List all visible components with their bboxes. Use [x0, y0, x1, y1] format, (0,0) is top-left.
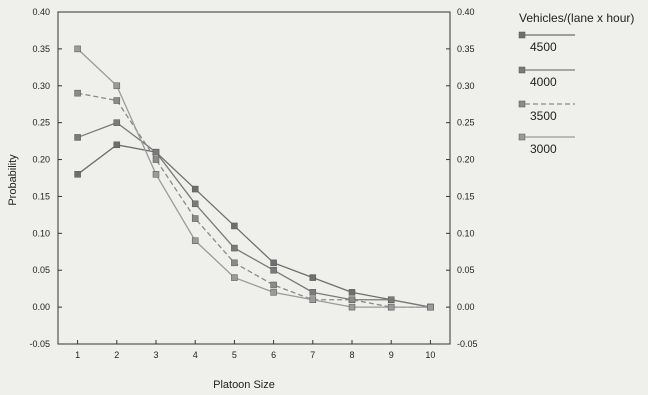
data-point: [74, 45, 81, 53]
y-tick-label-left: 0.20: [32, 155, 50, 165]
legend-marker: [518, 100, 526, 108]
legend: Vehicles/(lane x hour) 4500 4000 3500 3000: [518, 11, 634, 156]
y-tick-label-left: 0.15: [32, 191, 50, 201]
data-point: [74, 134, 81, 141]
x-tick-label: 2: [114, 350, 119, 360]
data-point: [191, 200, 199, 208]
data-point: [231, 222, 238, 230]
axes-layer: -0.05 -0.05 0.00 0.00 0.05 0.05 0.10 0.10 0.15 0.…: [29, 7, 477, 360]
series-3500: [74, 89, 434, 311]
data-point: [152, 171, 160, 178]
x-tick-label: 10: [425, 350, 435, 360]
data-point: [348, 303, 356, 311]
data-point: [309, 296, 317, 303]
y-tick-label-left: 0.10: [32, 228, 50, 238]
x-tick-label: 8: [349, 350, 354, 360]
legend-label: 4000: [530, 75, 557, 89]
y-tick-label-right: 0.15: [457, 191, 475, 201]
data-point: [113, 97, 121, 104]
legend-entry-3500: 3500: [518, 100, 575, 123]
data-point: [270, 259, 277, 267]
data-point: [191, 185, 199, 193]
data-point: [348, 289, 356, 296]
series-line-4500: [77, 144, 431, 308]
legend-label: 4500: [530, 40, 557, 54]
data-point: [270, 266, 277, 274]
data-point: [113, 141, 121, 149]
y-tick-label-right: 0.25: [457, 118, 475, 128]
y-tick-label-right: 0.40: [457, 7, 475, 17]
y-tick-label-right: 0.10: [457, 228, 475, 238]
data-point: [231, 259, 238, 267]
data-point: [74, 89, 81, 97]
x-axis-title: Platoon Size: [213, 379, 275, 391]
series-4000: [74, 119, 434, 311]
y-tick-label-right: 0.20: [457, 155, 475, 165]
series-line-4000: [77, 121, 431, 308]
x-tick-label: 1: [75, 350, 80, 360]
data-point: [231, 244, 238, 252]
legend-entry-3000: 3000: [518, 133, 575, 156]
legend-marker: [518, 133, 526, 141]
legend-entry-4500: 4500: [518, 31, 575, 54]
x-tick-label: 6: [271, 350, 276, 360]
x-tick-label: 4: [193, 350, 198, 360]
data-point: [309, 274, 317, 281]
data-point: [113, 82, 121, 90]
series-line-3000: [77, 48, 431, 308]
data-point: [152, 156, 160, 163]
legend-marker: [518, 66, 526, 74]
y-tick-label-right: 0.35: [457, 44, 475, 54]
legend-entry-4000: 4000: [518, 66, 575, 89]
series-3000: [74, 45, 434, 311]
data-point: [387, 296, 395, 303]
x-tick-label: 3: [153, 350, 158, 360]
data-point: [348, 296, 356, 303]
x-tick-label: 9: [389, 350, 394, 360]
data-point: [74, 171, 81, 178]
y-tick-label-left: 0.30: [32, 81, 50, 91]
legend-label: 3500: [530, 109, 557, 123]
data-point: [231, 274, 238, 281]
plot-frame: [57, 11, 451, 345]
y-tick-label-left: 0.35: [32, 44, 50, 54]
data-point: [113, 119, 121, 126]
series-layer: [74, 45, 434, 311]
legend-label: 3000: [530, 142, 557, 156]
data-point: [270, 289, 277, 296]
x-tick-label: 5: [232, 350, 237, 360]
y-tick-label-left: 0.05: [32, 265, 50, 275]
y-tick-label-right: 0.00: [457, 302, 475, 312]
data-point: [152, 148, 160, 156]
y-axis-title: Probability: [7, 154, 19, 206]
data-point: [270, 281, 277, 289]
data-point: [427, 303, 434, 311]
legend-title: Vehicles/(lane x hour): [519, 11, 634, 25]
data-point: [387, 303, 395, 311]
data-point: [191, 215, 199, 222]
series-line-3500: [77, 92, 431, 308]
y-tick-label-left: -0.05: [29, 339, 50, 349]
legend-marker: [518, 31, 526, 39]
y-tick-label-left: 0.40: [32, 7, 50, 17]
y-tick-label-right: 0.05: [457, 265, 475, 275]
y-tick-label-left: 0.00: [32, 302, 50, 312]
y-tick-label-left: 0.25: [32, 118, 50, 128]
x-tick-label: 7: [310, 350, 315, 360]
data-point: [191, 237, 199, 244]
data-point: [309, 289, 317, 296]
y-tick-label-right: -0.05: [457, 339, 478, 349]
y-tick-label-right: 0.30: [457, 81, 475, 91]
